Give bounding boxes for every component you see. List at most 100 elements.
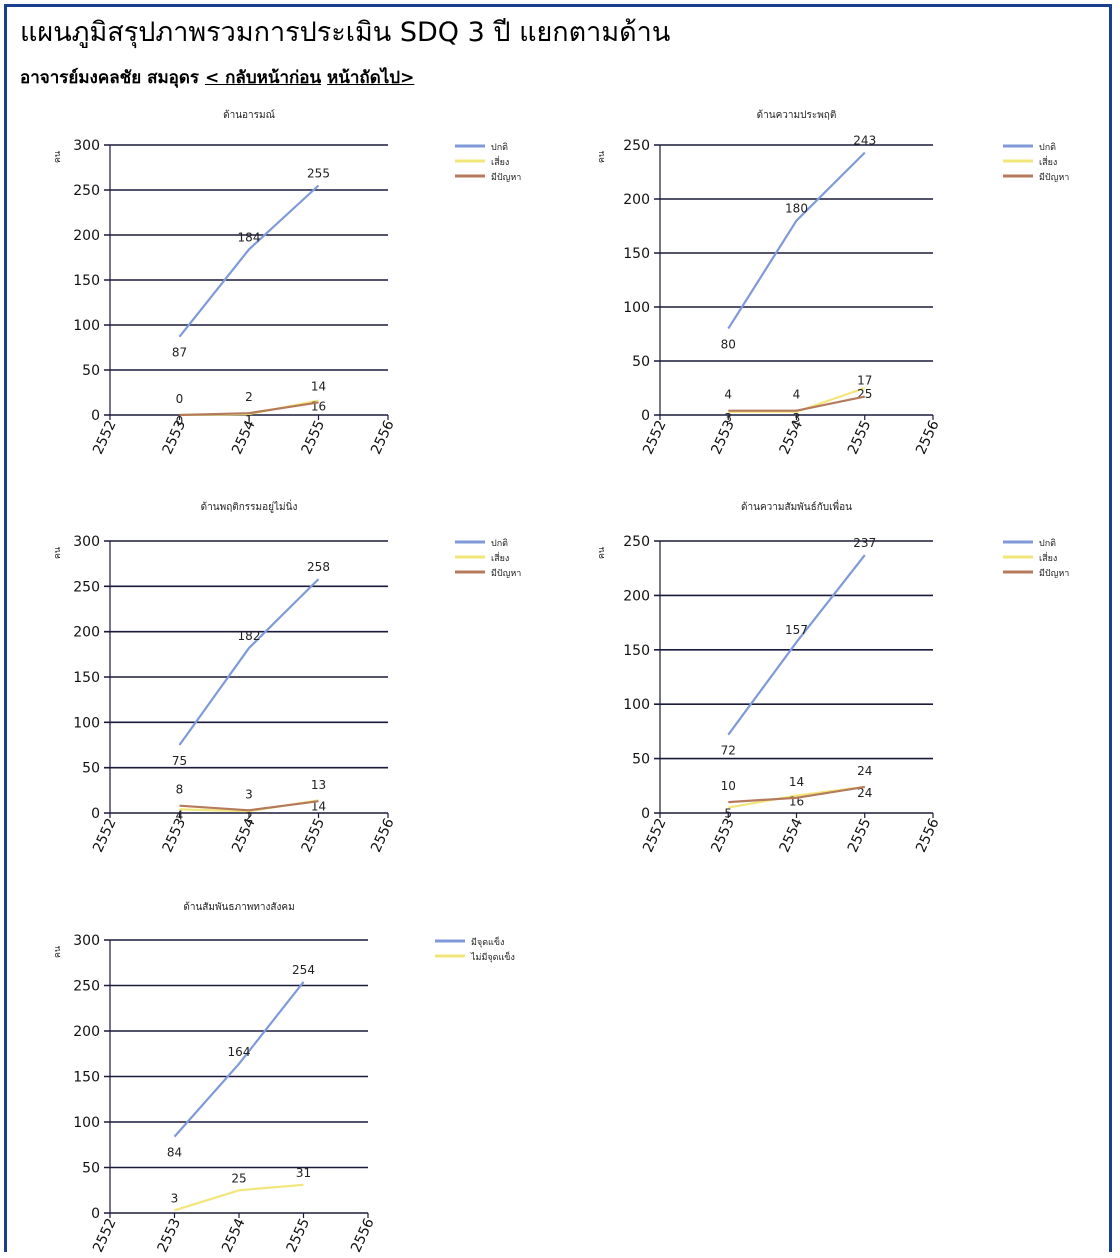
chart-4-legend-label: มีปัญหา bbox=[1039, 568, 1069, 579]
chart-5-ytick-label: 250 bbox=[73, 979, 100, 995]
chart-4-series-line bbox=[727, 554, 866, 736]
chart-5-title: ด้านสัมพันธภาพทางสังคม bbox=[183, 901, 294, 913]
chart-2-data-label: 180 bbox=[785, 202, 808, 216]
chart-5-data-label: 25 bbox=[231, 1171, 246, 1185]
chart-3-ytick-label: 0 bbox=[91, 806, 100, 822]
chart-4-ytick-label: 250 bbox=[623, 534, 650, 550]
chart-3-data-label: 2 bbox=[245, 810, 253, 824]
chart-2-xtick-label: 2556 bbox=[913, 418, 943, 457]
chart-1-data-label: 87 bbox=[172, 346, 187, 360]
chart-2-xtick-label: 2554 bbox=[777, 418, 807, 457]
chart-2-xtick-label: 2555 bbox=[845, 418, 875, 457]
chart-4-ytick-label: 0 bbox=[641, 806, 650, 822]
chart-5-ytick-label: 50 bbox=[82, 1161, 100, 1177]
chart-3-data-label: 8 bbox=[176, 783, 184, 797]
chart-1-ylabel: คน bbox=[53, 151, 63, 163]
chart-1-ytick-label: 100 bbox=[73, 318, 100, 334]
chart-4-series-line bbox=[728, 785, 865, 804]
chart-3-xtick-label: 2554 bbox=[229, 816, 259, 855]
chart-4-xtick-label: 2555 bbox=[845, 816, 875, 855]
chart-2-title: ด้านความประพฤติ bbox=[757, 109, 837, 121]
chart-2-ylabel: คน bbox=[597, 151, 607, 163]
chart-5-xtick-label: 2555 bbox=[284, 1216, 314, 1255]
chart-5-xtick-label: 2554 bbox=[219, 1216, 249, 1255]
chart-2-data-label: 17 bbox=[857, 374, 872, 388]
chart-4-ytick-label: 200 bbox=[623, 588, 650, 604]
chart-3-ytick-label: 250 bbox=[73, 579, 100, 595]
chart-5-ylabel: คน bbox=[53, 946, 63, 958]
chart-3-legend-label: ปกติ bbox=[491, 538, 508, 549]
chart-1-ytick-label: 150 bbox=[73, 273, 100, 289]
chart-1-data-label: 0 bbox=[176, 414, 184, 428]
chart-3-series-line bbox=[179, 800, 319, 812]
chart-5-series-line bbox=[174, 1183, 304, 1212]
chart-3-data-label: 3 bbox=[245, 787, 253, 801]
chart-4-ytick-label: 100 bbox=[623, 697, 650, 713]
chart-1-series-line bbox=[179, 401, 319, 417]
chart-4-legend-label: ปกติ bbox=[1039, 538, 1056, 549]
chart-5-xtick-label: 2556 bbox=[348, 1216, 378, 1255]
chart-3-ytick-label: 200 bbox=[73, 625, 100, 641]
chart-5-data-label: 3 bbox=[171, 1191, 179, 1205]
chart-3-xtick-label: 2555 bbox=[299, 816, 329, 855]
chart-1-data-label: 16 bbox=[311, 400, 326, 414]
chart-1-title: ด้านอารมณ์ bbox=[223, 109, 275, 121]
chart-2-data-label: 80 bbox=[721, 338, 736, 352]
chart-3-ytick-label: 50 bbox=[82, 761, 100, 777]
teacher-name: อาจารย์มงคลชัย สมอุดร bbox=[20, 68, 200, 88]
chart-3-ytick-label: 150 bbox=[73, 670, 100, 686]
chart-5-data-label: 254 bbox=[292, 963, 315, 977]
chart-1-ytick-label: 250 bbox=[73, 183, 100, 199]
chart-2-legend-label: เสี่ยง bbox=[1039, 155, 1057, 168]
chart-3-ytick-label: 100 bbox=[73, 715, 100, 731]
chart-3-data-label: 258 bbox=[307, 560, 330, 574]
chart-5-ytick-label: 0 bbox=[91, 1206, 100, 1222]
chart-3-xtick-label: 2556 bbox=[368, 816, 398, 855]
chart-1-data-label: 2 bbox=[245, 390, 253, 404]
chart-2-ytick-label: 50 bbox=[632, 354, 650, 370]
chart-3-xtick-label: 2553 bbox=[160, 816, 190, 855]
chart-3-data-label: 4 bbox=[176, 808, 184, 822]
chart-3-data-label: 182 bbox=[238, 629, 261, 643]
page-title: แผนภูมิสรุปภาพรวมการประเมิน SDQ 3 ปี แยก… bbox=[20, 17, 671, 48]
chart-2-data-label: 3 bbox=[724, 411, 732, 425]
chart-4-xtick-label: 2556 bbox=[913, 816, 943, 855]
chart-2-ytick-label: 100 bbox=[623, 300, 650, 316]
next-page-link[interactable]: หน้าถัดไป> bbox=[327, 68, 415, 88]
chart-4-legend-label: เสี่ยง bbox=[1039, 551, 1057, 564]
chart-1-ytick-label: 50 bbox=[82, 363, 100, 379]
chart-1-data-label: 184 bbox=[238, 230, 261, 244]
chart-4-data-label: 157 bbox=[785, 623, 808, 637]
chart-1-legend-label: เสี่ยง bbox=[491, 155, 509, 168]
chart-2-ytick-label: 150 bbox=[623, 246, 650, 262]
page-frame bbox=[4, 4, 1112, 1252]
chart-4-data-label: 24 bbox=[857, 786, 872, 800]
chart-4-ytick-label: 150 bbox=[623, 643, 650, 659]
chart-2-legend-label: ปกติ bbox=[1039, 142, 1056, 153]
chart-4-data-label: 14 bbox=[789, 775, 804, 789]
chart-5-data-label: 164 bbox=[228, 1045, 251, 1059]
chart-4-title: ด้านความสัมพันธ์กับเพื่อน bbox=[741, 499, 852, 513]
chart-3-ytick-label: 300 bbox=[73, 534, 100, 550]
chart-1-xtick-label: 2553 bbox=[160, 418, 190, 457]
chart-2-data-label: 4 bbox=[793, 388, 801, 402]
chart-2-series-line bbox=[727, 151, 866, 330]
chart-2-ytick-label: 250 bbox=[623, 138, 650, 154]
chart-3-ylabel: คน bbox=[53, 547, 63, 559]
chart-3-legend-label: มีปัญหา bbox=[491, 568, 521, 579]
prev-page-link[interactable]: < กลับหน้าก่อน bbox=[204, 68, 322, 88]
chart-5-legend-label: ไม่มีจุดแข็ง bbox=[470, 950, 515, 963]
chart-1-xtick-label: 2556 bbox=[368, 418, 398, 457]
chart-3-title: ด้านพฤติกรรมอยู่ไม่นิ่ง bbox=[201, 499, 298, 513]
chart-1-legend-label: มีปัญหา bbox=[491, 172, 521, 183]
chart-1-ytick-label: 300 bbox=[73, 138, 100, 154]
chart-3-data-label: 13 bbox=[311, 778, 326, 792]
chart-4-ytick-label: 50 bbox=[632, 752, 650, 768]
chart-1-data-label: 14 bbox=[311, 379, 326, 393]
chart-1-data-label: 255 bbox=[307, 167, 330, 181]
chart-1-series-line bbox=[178, 184, 320, 338]
chart-5-ytick-label: 300 bbox=[73, 933, 100, 949]
chart-5-ytick-label: 150 bbox=[73, 1070, 100, 1086]
chart-5-xtick-label: 2553 bbox=[155, 1216, 185, 1255]
chart-4-data-label: 10 bbox=[721, 779, 736, 793]
